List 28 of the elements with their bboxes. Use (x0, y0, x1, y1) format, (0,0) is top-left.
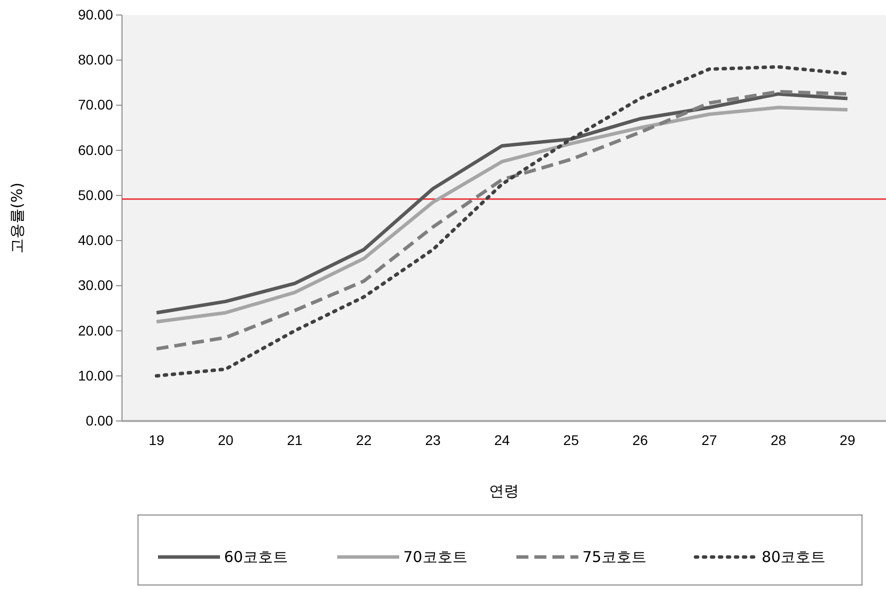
y-tick-label: 20.00 (78, 322, 114, 338)
y-tick-label: 40.00 (78, 232, 114, 248)
x-tick-label: 23 (425, 432, 441, 448)
legend-label: 80코호트 (762, 548, 826, 566)
line-series (154, 65, 850, 378)
y-tick-label: 0.00 (86, 412, 114, 428)
x-tick-label: 20 (218, 432, 234, 448)
y-tick-label: 30.00 (78, 277, 114, 294)
x-tick-label: 27 (701, 432, 718, 448)
y-tick-label: 60.00 (78, 142, 114, 158)
x-tick-label: 24 (494, 432, 510, 448)
y-tick-label: 80.00 (78, 52, 114, 68)
legend-label: 75코호트 (582, 548, 646, 566)
x-axis-title: 연령 (489, 482, 519, 500)
x-tick-label: 26 (632, 432, 648, 448)
y-tick-label: 70.00 (78, 96, 114, 113)
x-tick-label: 28 (770, 432, 786, 448)
x-tick-label: 22 (356, 432, 372, 448)
y-tick-label: 10.00 (78, 367, 114, 384)
x-tick-label: 29 (840, 432, 856, 448)
x-tick-label: 21 (286, 432, 303, 448)
x-tick-label: 19 (148, 432, 165, 448)
legend-label: 60코호트 (224, 548, 288, 566)
x-tick-label: 25 (563, 432, 580, 448)
y-tick-label: 90.00 (78, 6, 114, 22)
legend-label: 70코호트 (403, 548, 468, 566)
y-axis-title: 고용률(%) (8, 182, 26, 254)
y-tick-label: 50.00 (78, 186, 114, 203)
